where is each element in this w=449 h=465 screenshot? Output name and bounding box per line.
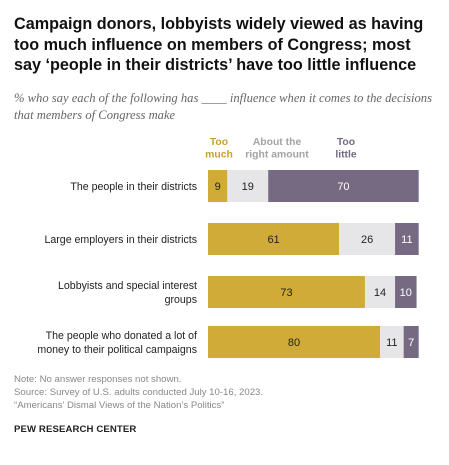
bar-value-label: 11 xyxy=(401,234,412,246)
bar-value-label: 70 xyxy=(337,181,349,193)
bar-segment xyxy=(208,223,340,255)
category-label: Lobbyists and special interest groups xyxy=(58,280,197,306)
bar-segment xyxy=(403,326,419,358)
bar-segment xyxy=(380,326,404,358)
chart-title: Campaign donors, lobbyists widely viewed… xyxy=(14,15,424,74)
bar-value-label: 7 xyxy=(408,337,414,349)
bar-value-label: 19 xyxy=(242,181,254,193)
pew-logo-text: PEW RESEARCH CENTER xyxy=(14,424,137,435)
source-line: Source: Survey of U.S. adults conducted … xyxy=(14,386,264,398)
bar-value-label: 73 xyxy=(280,287,292,299)
bar-value-label: 10 xyxy=(400,287,412,299)
bar-segment xyxy=(339,223,396,255)
bar-value-label: 80 xyxy=(288,337,300,349)
legend-label: Too little xyxy=(335,137,357,161)
bar-segment xyxy=(364,276,396,308)
report-title-line: “Americans’ Dismal Views of the Nation’s… xyxy=(14,399,225,411)
bar-segment xyxy=(395,223,419,255)
chart-notes: Note: No answer responses not shown. Sou… xyxy=(14,374,263,412)
bar-segment xyxy=(208,276,365,308)
category-label: The people in their districts xyxy=(70,181,197,193)
category-labels: The people in their districts Large emplo… xyxy=(37,181,197,356)
bar-segment xyxy=(208,326,380,358)
bar-segment xyxy=(268,170,419,202)
chart-legend: Too much About the right amount Too little xyxy=(205,137,357,161)
bar-segment xyxy=(227,170,269,202)
legend-label: Too much xyxy=(205,137,233,161)
note-line: Note: No answer responses not shown. xyxy=(14,374,182,385)
stacked-bar-chart: Too much About the right amount Too little 9 1… xyxy=(37,137,419,358)
bar-segment xyxy=(395,276,417,308)
bar-segment xyxy=(208,170,228,202)
legend-label: About the right amount xyxy=(245,137,309,161)
chart-subtitle: % who say each of the following has ____… xyxy=(14,91,432,122)
bar-value-label: 14 xyxy=(374,287,386,299)
category-label: Large employers in their districts xyxy=(45,234,198,246)
chart-bars: 9 19 70 61 26 11 73 14 10 80 11 7 xyxy=(208,170,419,358)
bar-value-label: 61 xyxy=(267,234,279,246)
bar-value-label: 26 xyxy=(361,234,373,246)
bar-value-label: 11 xyxy=(386,337,397,349)
category-label: The people who donated a lot of money to … xyxy=(37,330,197,356)
bar-value-label: 9 xyxy=(215,181,221,193)
